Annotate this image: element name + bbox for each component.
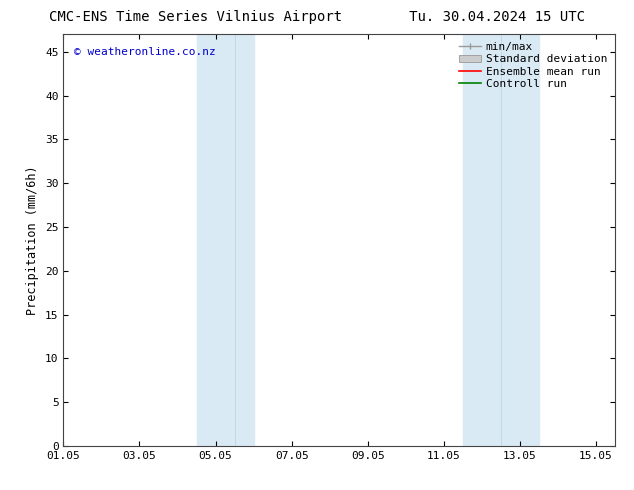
Bar: [197, 34, 254, 446]
Legend: min/max, Standard deviation, Ensemble mean run, Controll run: min/max, Standard deviation, Ensemble me…: [457, 40, 609, 91]
Bar: [463, 34, 539, 446]
Text: © weatheronline.co.nz: © weatheronline.co.nz: [74, 47, 216, 57]
Y-axis label: Precipitation (mm/6h): Precipitation (mm/6h): [27, 165, 39, 315]
Text: CMC-ENS Time Series Vilnius Airport        Tu. 30.04.2024 15 UTC: CMC-ENS Time Series Vilnius Airport Tu. …: [49, 10, 585, 24]
